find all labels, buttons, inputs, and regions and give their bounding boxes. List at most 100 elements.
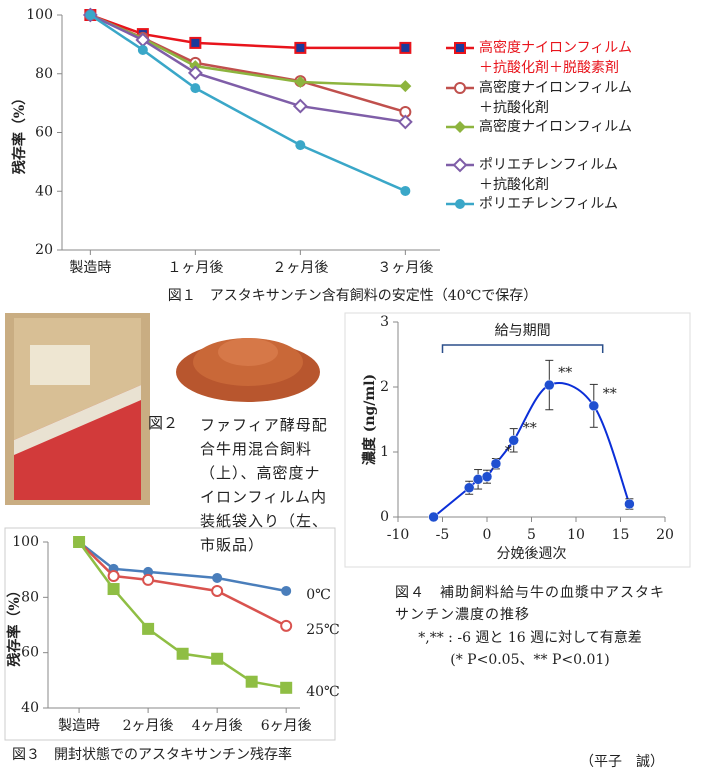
data-point: [107, 570, 120, 583]
data-point: [428, 511, 439, 523]
legend-marker: [454, 121, 466, 133]
data-point: [85, 10, 96, 20]
legend-label: ポリエチレンフィルム: [479, 196, 619, 212]
y-tick-label: 100: [12, 534, 39, 550]
y-tick-label: 80: [21, 589, 39, 605]
series-label: 0℃: [306, 587, 331, 603]
legend-marker: [454, 82, 466, 94]
x-tick-label: 4ヶ月後: [192, 718, 243, 734]
data-point: [397, 114, 413, 130]
y-tick-label: 60: [21, 645, 39, 661]
data-point: [187, 65, 203, 81]
data-point: [211, 652, 224, 665]
data-point: [292, 98, 308, 114]
series-label: 40℃: [306, 684, 339, 700]
significance-mark: **: [558, 365, 572, 381]
figure4-note: *,** : -6 週と 16 週に対して有意差: [418, 630, 642, 646]
legend-marker: [452, 157, 468, 173]
y-tick-label: 0: [380, 509, 389, 525]
y-tick-label: 60: [35, 125, 53, 141]
author: （平子 誠）: [580, 754, 664, 770]
y-axis-label: 残存率（%）: [6, 583, 23, 666]
figure1-caption: 図１ アスタキサンチン含有飼料の安定性（40℃で保存）: [167, 288, 538, 304]
data-point: [399, 41, 412, 54]
data-point: [294, 75, 307, 88]
x-tick-label: ３ヶ月後: [377, 260, 433, 276]
feeding-period-bracket: [441, 344, 604, 353]
figure4-note: (* P<0.05、** P<0.01): [450, 652, 610, 668]
data-point: [73, 536, 86, 548]
data-point: [481, 471, 493, 482]
y-axis-label: 残存率（%）: [11, 91, 28, 174]
y-tick-label: 3: [380, 314, 389, 330]
x-tick-label: 2ヶ月後: [123, 718, 174, 734]
x-tick-label: 5: [527, 527, 536, 543]
data-point: [472, 474, 484, 485]
x-axis-label: 分娩後週次: [497, 546, 567, 562]
data-point: [190, 83, 201, 94]
data-point: [176, 647, 189, 660]
y-tick-label: 40: [21, 700, 39, 716]
x-tick-label: 0: [483, 527, 492, 543]
series-line: [78, 541, 287, 690]
figure4-frame: [344, 312, 691, 568]
significance-mark: *: [505, 444, 512, 460]
trend-curve: [432, 382, 631, 518]
data-point: [142, 573, 155, 586]
data-point: [280, 619, 293, 632]
x-tick-label: 6ヶ月後: [261, 718, 312, 734]
pellets-photo: [173, 318, 323, 408]
data-point: [508, 435, 519, 446]
x-tick-label: １ヶ月後: [167, 260, 223, 276]
x-tick-label: 製造時: [58, 718, 100, 734]
series-label: 25℃: [306, 622, 339, 638]
x-tick-label: 10: [567, 527, 585, 543]
significance-mark: **: [603, 386, 617, 402]
data-point: [399, 80, 412, 93]
legend-marker: [454, 42, 466, 54]
y-tick-label: 1: [380, 444, 389, 460]
data-point: [189, 36, 202, 49]
x-tick-label: -5: [436, 527, 450, 543]
data-point: [211, 584, 224, 597]
data-point: [588, 400, 600, 412]
data-point: [490, 458, 502, 469]
data-point: [624, 498, 635, 510]
data-point: [294, 41, 307, 54]
figure3-caption: 図３ 開封状態でのアスタキサンチン残存率: [12, 747, 292, 763]
significance-mark: **: [523, 420, 537, 436]
x-tick-label: -10: [387, 527, 410, 543]
data-point: [463, 482, 475, 493]
y-tick-label: 2: [380, 379, 389, 395]
data-point: [245, 675, 258, 688]
data-point: [400, 185, 411, 196]
x-tick-label: ２ヶ月後: [272, 260, 328, 276]
feed-bag-photo: [5, 313, 150, 505]
x-tick-label: 20: [656, 527, 674, 543]
legend-marker: [455, 199, 465, 209]
data-point: [212, 572, 223, 583]
data-point: [142, 622, 155, 635]
data-point: [280, 681, 293, 694]
data-point: [544, 379, 555, 391]
data-point: [137, 44, 148, 55]
y-tick-label: 80: [35, 66, 53, 82]
figure2-label: 図２: [148, 414, 179, 432]
y-tick-label: 40: [35, 183, 53, 199]
series-line: [89, 13, 406, 88]
figure2-caption: ファフィア酵母配合牛用混合飼料（上）、高密度ナイロンフィルム内装紙袋入り（左、市…: [200, 416, 329, 554]
x-tick-label: 製造時: [69, 260, 111, 276]
y-tick-label: 100: [26, 7, 53, 23]
y-axis-label: 濃度 (ng/ml): [361, 374, 378, 465]
legend-label: 高密度ナイロンフィルム ＋抗酸化剤＋脱酸素剤: [479, 40, 633, 76]
data-point: [295, 140, 306, 151]
x-tick-label: 15: [612, 527, 630, 543]
y-tick-label: 20: [35, 242, 53, 258]
figure3-frame: [4, 527, 336, 741]
data-point: [281, 585, 292, 596]
feeding-period-label: 給与期間: [495, 323, 551, 339]
figure4-caption: 図４ 補助飼料給与牛の血漿中アスタキサンチン濃度の推移: [395, 585, 665, 623]
data-point: [107, 583, 120, 596]
